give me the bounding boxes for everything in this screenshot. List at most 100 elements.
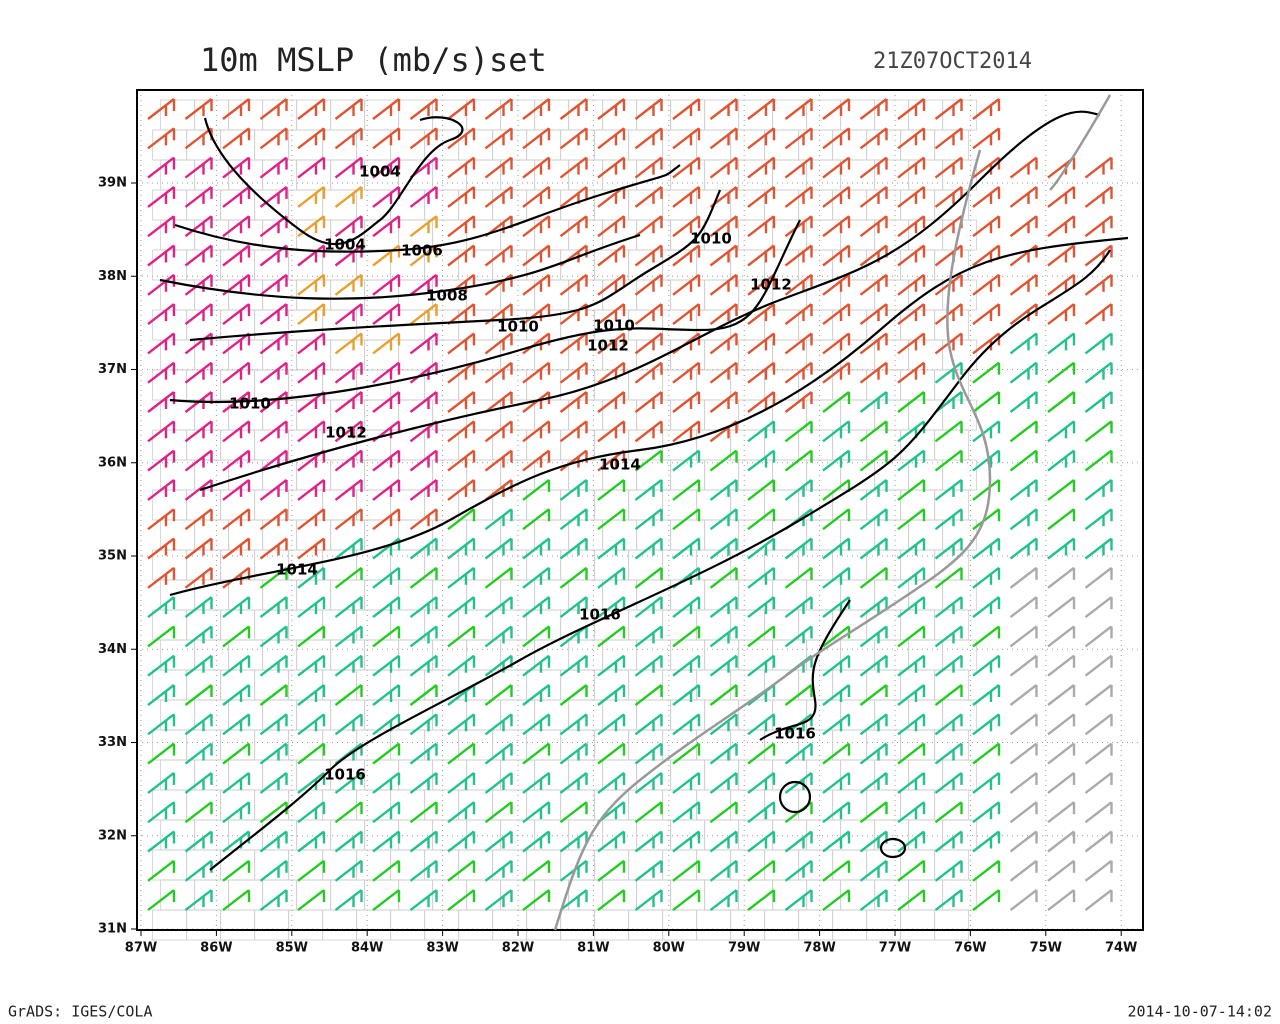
wind-barb	[222, 127, 251, 150]
wind-barb	[897, 508, 926, 531]
barb-shaft	[1009, 830, 1038, 853]
wind-barb	[147, 596, 176, 619]
barb-shaft	[522, 478, 550, 501]
wind-barb	[672, 742, 701, 765]
wind-barb	[222, 449, 251, 472]
barb-shaft	[972, 303, 1000, 326]
wind-barb	[784, 332, 813, 355]
barb-shaft	[447, 625, 475, 648]
barb-shaft	[672, 771, 700, 794]
barb-shaft	[784, 596, 813, 619]
lon-label: 80W	[653, 941, 685, 956]
barb-shaft	[147, 98, 175, 120]
wind-barb	[934, 859, 963, 882]
barb-shaft	[222, 596, 250, 619]
barb-shaft	[597, 244, 625, 267]
wind-barb	[634, 830, 663, 853]
county	[228, 519, 264, 551]
wind-barb	[597, 391, 626, 413]
wind-barb	[897, 742, 926, 765]
wind-barb	[522, 830, 551, 853]
wind-barb	[409, 684, 438, 706]
wind-barb	[784, 420, 813, 443]
county	[390, 909, 426, 941]
county	[934, 729, 970, 761]
wind-barb	[672, 508, 701, 531]
wind-barb	[334, 332, 363, 355]
wind-barb	[409, 478, 438, 501]
wind-barb	[447, 889, 476, 912]
wind-barb	[372, 391, 401, 413]
wind-barb	[559, 537, 588, 560]
county	[866, 129, 902, 161]
county	[296, 339, 332, 371]
barb-shaft	[334, 273, 363, 296]
barb-shaft	[447, 98, 475, 120]
barb-shaft	[934, 566, 963, 589]
wind-barb	[1047, 215, 1076, 238]
barb-shaft	[897, 244, 925, 267]
barb-shaft	[1047, 742, 1075, 765]
barb-shaft	[972, 508, 1000, 531]
wind-barb	[334, 566, 363, 589]
wind-barb	[484, 859, 513, 882]
wind-barb	[1009, 596, 1038, 619]
barb-shaft	[447, 566, 475, 589]
barb-shaft	[1009, 391, 1038, 413]
county	[602, 519, 638, 551]
wind-barb	[447, 391, 476, 413]
wind-barb	[1084, 713, 1113, 736]
county	[458, 129, 494, 161]
barb-shaft	[297, 156, 325, 179]
wind-barb	[409, 185, 438, 208]
barb-shaft	[1084, 625, 1113, 648]
barb-shaft	[297, 596, 325, 619]
barb-shaft	[222, 859, 250, 882]
wind-barb	[972, 478, 1001, 501]
county	[772, 759, 808, 791]
wind-barb	[334, 361, 363, 384]
barb-shaft	[147, 449, 175, 472]
barb-shaft	[447, 449, 475, 472]
barb-shaft	[297, 654, 325, 677]
barb-shaft	[934, 127, 963, 150]
barb-shaft	[784, 859, 813, 882]
barb-shaft	[334, 859, 363, 882]
barb-shaft	[297, 801, 325, 824]
barb-shaft	[859, 801, 888, 824]
wind-barb	[1009, 508, 1038, 531]
wind-barb	[1047, 273, 1076, 296]
county	[466, 159, 502, 191]
wind-barb	[784, 361, 813, 384]
barb-shaft	[784, 537, 813, 560]
wind-barb	[259, 508, 288, 531]
barb-shaft	[897, 596, 925, 619]
wind-barb	[559, 332, 588, 355]
wind-barb	[1047, 625, 1076, 648]
barb-shaft	[559, 478, 588, 501]
barb-shaft	[672, 361, 700, 384]
plot-area	[131, 89, 1144, 941]
wind-barb	[597, 332, 626, 355]
barb-shaft	[634, 889, 663, 912]
wind-barb	[972, 771, 1001, 794]
barb-shaft	[747, 478, 775, 501]
wind-barb	[1047, 449, 1076, 472]
barb-shaft	[447, 889, 475, 912]
wind-barb	[934, 420, 963, 443]
wind-barb	[897, 303, 926, 326]
county	[534, 99, 570, 131]
barb-shaft	[484, 713, 513, 736]
wind-barb	[297, 508, 326, 531]
barb-shaft	[1084, 420, 1113, 443]
county	[424, 909, 460, 941]
county	[764, 189, 800, 221]
wind-barb	[522, 625, 551, 648]
county	[900, 669, 936, 701]
wind-barb	[522, 684, 551, 706]
county	[628, 549, 664, 581]
barb-shaft	[1009, 596, 1038, 619]
wind-barb	[184, 98, 213, 120]
wind-barb	[897, 156, 926, 179]
wind-barb	[297, 742, 326, 765]
